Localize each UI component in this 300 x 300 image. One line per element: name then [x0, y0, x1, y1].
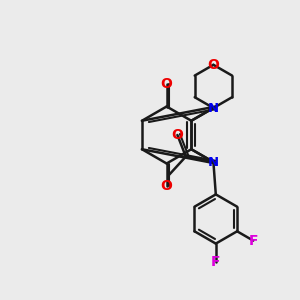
- Text: F: F: [248, 234, 258, 248]
- Text: N: N: [208, 101, 219, 115]
- Text: O: O: [161, 179, 172, 193]
- Text: N: N: [208, 155, 219, 169]
- Text: F: F: [211, 255, 220, 269]
- Text: O: O: [208, 58, 219, 72]
- Text: O: O: [161, 77, 172, 91]
- Text: O: O: [172, 128, 183, 142]
